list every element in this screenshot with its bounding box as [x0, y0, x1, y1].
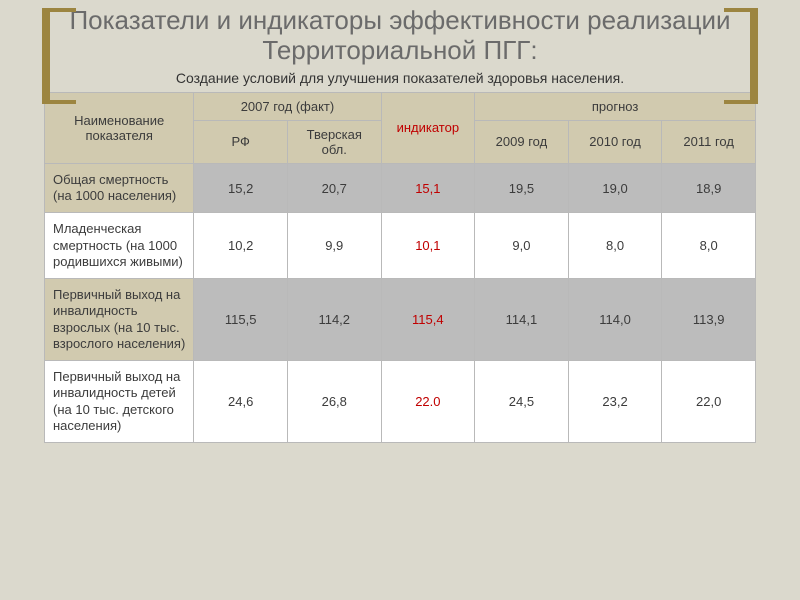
cell-indicator: 115,4	[381, 279, 475, 361]
col-fact-group: 2007 год (факт)	[194, 92, 381, 120]
col-y2009: 2009 год	[475, 120, 569, 163]
cell-rf: 10,2	[194, 213, 288, 279]
col-forecast-group: прогноз	[475, 92, 756, 120]
cell-name: Младенческая смертность (на 1000 родивши…	[45, 213, 194, 279]
cell-tver: 20,7	[287, 163, 381, 213]
cell-y2011: 8,0	[662, 213, 756, 279]
col-rf: РФ	[194, 120, 288, 163]
cell-y2009: 24,5	[475, 361, 569, 443]
cell-rf: 115,5	[194, 279, 288, 361]
cell-y2011: 18,9	[662, 163, 756, 213]
cell-tver: 9,9	[287, 213, 381, 279]
cell-y2009: 114,1	[475, 279, 569, 361]
bracket-right-icon	[724, 8, 758, 104]
bracket-left-icon	[42, 8, 76, 104]
cell-y2010: 19,0	[568, 163, 662, 213]
cell-y2010: 23,2	[568, 361, 662, 443]
cell-y2011: 113,9	[662, 279, 756, 361]
col-tver: Тверская обл.	[287, 120, 381, 163]
table-row: Первичный выход на инвалидность детей (н…	[45, 361, 756, 443]
slide-title: Показатели и индикаторы эффективности ре…	[60, 6, 740, 66]
indicators-table: Наименование показателя 2007 год (факт) …	[44, 92, 756, 443]
slide-subtitle: Создание условий для улучшения показател…	[0, 70, 800, 86]
cell-tver: 26,8	[287, 361, 381, 443]
cell-y2010: 8,0	[568, 213, 662, 279]
cell-indicator: 15,1	[381, 163, 475, 213]
cell-name: Первичный выход на инвалидность детей (н…	[45, 361, 194, 443]
col-indicator: индикатор	[381, 92, 475, 163]
cell-name: Первичный выход на инвалидность взрослых…	[45, 279, 194, 361]
cell-indicator: 22.0	[381, 361, 475, 443]
col-y2011: 2011 год	[662, 120, 756, 163]
cell-name: Общая смертность (на 1000 населения)	[45, 163, 194, 213]
cell-indicator: 10,1	[381, 213, 475, 279]
col-y2010: 2010 год	[568, 120, 662, 163]
cell-y2009: 9,0	[475, 213, 569, 279]
table-row: Первичный выход на инвалидность взрослых…	[45, 279, 756, 361]
cell-rf: 24,6	[194, 361, 288, 443]
cell-y2011: 22,0	[662, 361, 756, 443]
table-row: Общая смертность (на 1000 населения)15,2…	[45, 163, 756, 213]
cell-y2009: 19,5	[475, 163, 569, 213]
cell-rf: 15,2	[194, 163, 288, 213]
cell-y2010: 114,0	[568, 279, 662, 361]
cell-tver: 114,2	[287, 279, 381, 361]
table-row: Младенческая смертность (на 1000 родивши…	[45, 213, 756, 279]
